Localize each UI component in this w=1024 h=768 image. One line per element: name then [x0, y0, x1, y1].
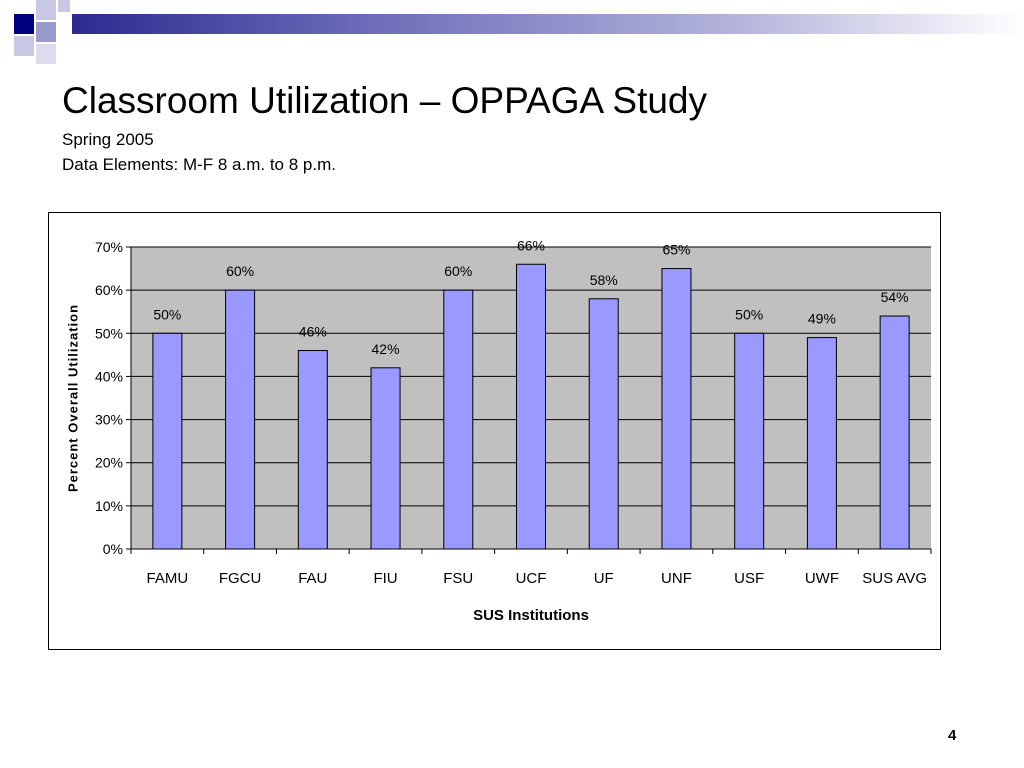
- data-label: 58%: [590, 272, 618, 288]
- bar: [661, 268, 692, 550]
- deco-square-mid: [36, 22, 56, 42]
- x-tick-label: UCF: [516, 570, 547, 587]
- data-label: 42%: [372, 341, 400, 357]
- x-tick-label: USF: [734, 570, 764, 587]
- data-label: 46%: [299, 324, 327, 340]
- y-axis-title: Percent Overall Utilization: [65, 303, 81, 493]
- deco-square-light: [36, 44, 56, 64]
- y-tick-label: 40%: [95, 368, 123, 384]
- x-tick-label: FAMU: [147, 570, 189, 587]
- data-label: 65%: [662, 242, 690, 258]
- chart-labels: 0% 10% 20% 30% 40% 50% 60% 70% 50% FAMU 60% FGCU 46%…: [95, 237, 927, 587]
- deco-square-light: [14, 36, 34, 56]
- deco-gradient-bar: [72, 14, 1024, 34]
- x-tick-label: FSU: [443, 570, 473, 587]
- deco-square-light: [36, 0, 56, 20]
- bar: [297, 350, 328, 550]
- bar: [225, 289, 256, 550]
- x-tick-label: FGCU: [219, 570, 262, 587]
- slide-subtitle-data-elements: Data Elements: M-F 8 a.m. to 8 p.m.: [62, 155, 336, 174]
- slide-title: Classroom Utilization – OPPAGA Study: [62, 80, 708, 121]
- data-label: 60%: [444, 263, 472, 279]
- x-axis-title: SUS Institutions: [473, 607, 589, 624]
- page-number: 4: [948, 727, 957, 744]
- data-label: 60%: [226, 263, 254, 279]
- x-tick-label: SUS AVG: [862, 570, 927, 587]
- y-tick-label: 20%: [95, 455, 123, 471]
- y-tick-label: 0%: [103, 541, 123, 557]
- x-tick-label: FAU: [298, 570, 327, 587]
- axes: [126, 246, 932, 554]
- bar: [879, 315, 910, 550]
- data-label: 54%: [881, 289, 909, 305]
- y-tick-label: 70%: [95, 239, 123, 255]
- x-tick-label: UNF: [661, 570, 692, 587]
- x-tick-label: UF: [594, 570, 614, 587]
- bar: [516, 263, 546, 550]
- bar: [588, 298, 619, 550]
- bar: [443, 289, 474, 550]
- deco-square-dark: [14, 14, 34, 34]
- data-label: 49%: [808, 311, 836, 327]
- bar: [806, 337, 837, 550]
- bar: [734, 332, 765, 550]
- y-tick-label: 50%: [95, 325, 123, 341]
- deco-square-light: [58, 0, 70, 12]
- x-tick-label: FIU: [373, 570, 397, 587]
- slide-subtitle-term: Spring 2005: [62, 130, 154, 149]
- data-label: 50%: [153, 306, 181, 322]
- bar: [370, 367, 401, 550]
- data-label: 50%: [735, 306, 763, 322]
- bars: [152, 263, 910, 550]
- y-tick-label: 10%: [95, 498, 123, 514]
- y-tick-label: 60%: [95, 282, 123, 298]
- bar: [152, 332, 183, 550]
- x-tick-label: UWF: [805, 570, 839, 587]
- data-label: 66%: [517, 237, 545, 253]
- y-tick-label: 30%: [95, 412, 123, 428]
